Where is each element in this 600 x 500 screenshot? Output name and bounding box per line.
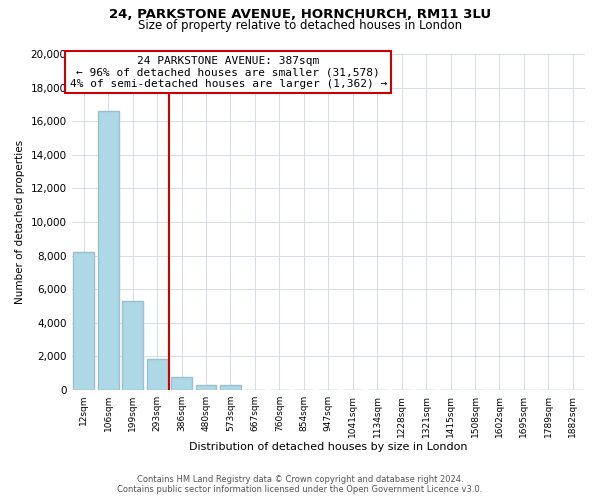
Bar bbox=[220, 386, 241, 390]
Bar bbox=[73, 252, 94, 390]
Bar bbox=[122, 301, 143, 390]
Text: 24, PARKSTONE AVENUE, HORNCHURCH, RM11 3LU: 24, PARKSTONE AVENUE, HORNCHURCH, RM11 3… bbox=[109, 8, 491, 20]
Text: 24 PARKSTONE AVENUE: 387sqm
← 96% of detached houses are smaller (31,578)
4% of : 24 PARKSTONE AVENUE: 387sqm ← 96% of det… bbox=[70, 56, 387, 89]
Text: Size of property relative to detached houses in London: Size of property relative to detached ho… bbox=[138, 18, 462, 32]
Bar bbox=[171, 378, 192, 390]
X-axis label: Distribution of detached houses by size in London: Distribution of detached houses by size … bbox=[189, 442, 467, 452]
Text: Contains HM Land Registry data © Crown copyright and database right 2024.
Contai: Contains HM Land Registry data © Crown c… bbox=[118, 474, 482, 494]
Bar bbox=[98, 111, 119, 390]
Y-axis label: Number of detached properties: Number of detached properties bbox=[15, 140, 25, 304]
Bar bbox=[147, 359, 167, 390]
Bar bbox=[196, 386, 217, 390]
